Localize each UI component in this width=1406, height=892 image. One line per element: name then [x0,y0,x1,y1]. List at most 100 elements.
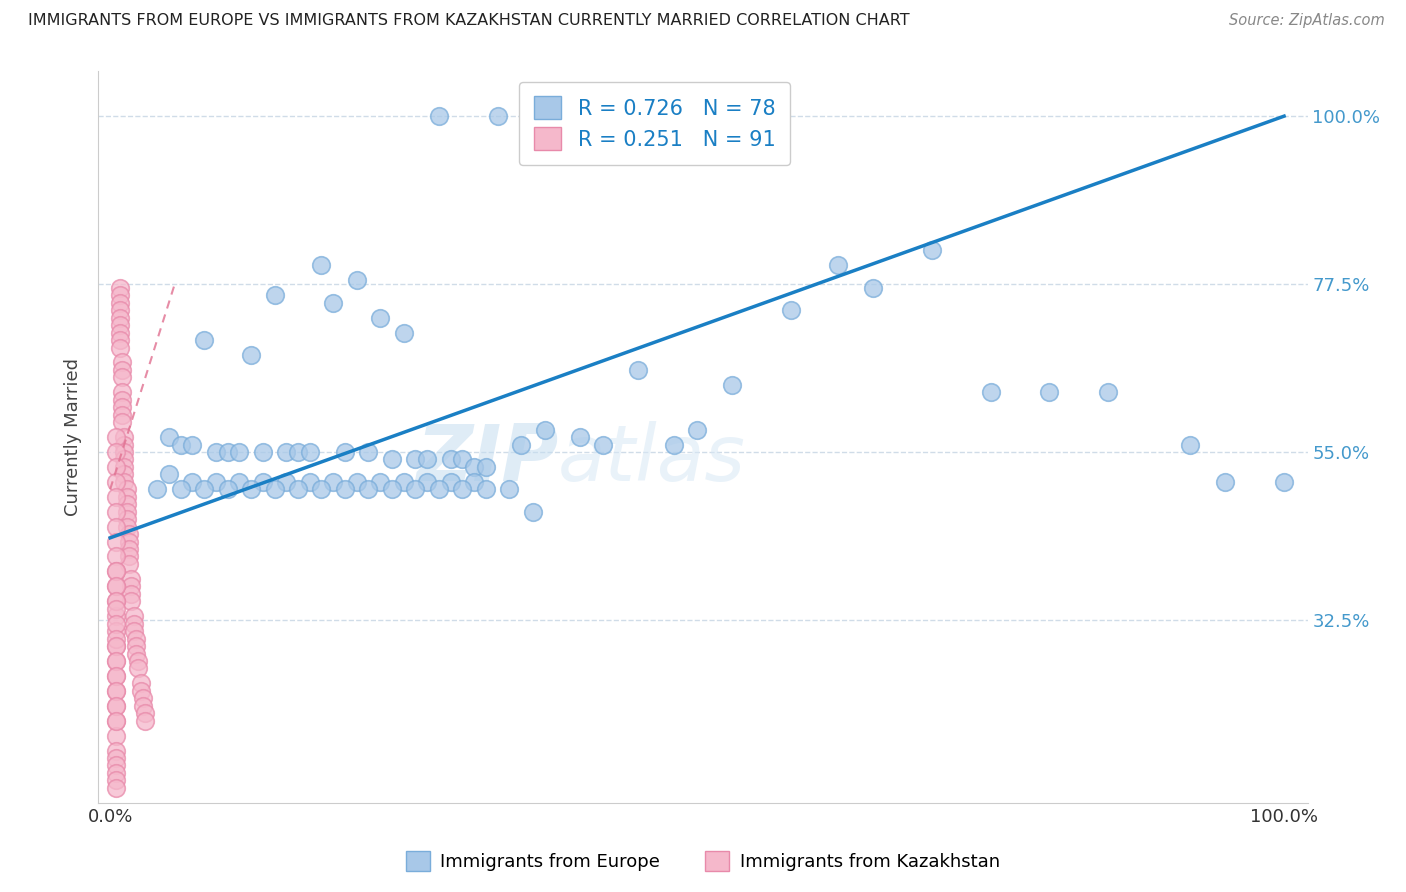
Point [105,459,128,474]
Point [112,475,135,489]
Point [346,475,368,489]
Point [252,445,274,459]
Point [105,639,128,653]
Point [204,445,226,459]
Point [463,459,485,474]
Point [451,452,474,467]
Point [115,505,138,519]
Point [486,109,509,123]
Point [111,355,134,369]
Point [627,363,650,377]
Point [115,497,138,511]
Point [357,483,380,497]
Point [105,565,128,579]
Point [105,594,128,608]
Point [108,318,131,332]
Point [510,437,533,451]
Point [108,341,131,355]
Point [333,483,356,497]
Point [105,519,128,533]
Point [381,452,404,467]
Legend: R = 0.726   N = 78, R = 0.251   N = 91: R = 0.726 N = 78, R = 0.251 N = 91 [519,82,790,165]
Point [111,401,134,415]
Point [105,714,128,728]
Point [105,475,128,489]
Point [108,310,131,325]
Point [228,445,250,459]
Point [105,549,128,564]
Point [122,624,145,639]
Point [125,647,148,661]
Point [568,430,591,444]
Point [357,445,380,459]
Point [125,639,148,653]
Point [404,452,426,467]
Text: IMMIGRANTS FROM EUROPE VS IMMIGRANTS FROM KAZAKHSTAN CURRENTLY MARRIED CORRELATI: IMMIGRANTS FROM EUROPE VS IMMIGRANTS FRO… [28,13,910,29]
Point [105,780,128,795]
Point [193,483,215,497]
Point [127,661,149,675]
Point [533,423,555,437]
Point [105,594,128,608]
Point [111,392,134,407]
Point [228,475,250,489]
Point [105,654,128,668]
Point [498,483,520,497]
Point [311,483,333,497]
Point [115,512,138,526]
Point [193,333,215,347]
Point [311,259,333,273]
Point [427,483,450,497]
Text: ZIP: ZIP [416,421,558,497]
Point [132,691,155,706]
Point [181,475,204,489]
Point [118,534,141,549]
Point [115,483,138,497]
Point [105,639,128,653]
Point [252,475,274,489]
Point [108,295,131,310]
Point [105,579,128,593]
Point [111,385,134,400]
Point [439,475,461,489]
Point [105,669,128,683]
Point [592,437,614,451]
Point [105,758,128,772]
Point [276,475,298,489]
Point [120,579,142,593]
Point [105,579,128,593]
Point [322,295,344,310]
Point [475,459,498,474]
Point [1215,475,1237,489]
Point [404,483,426,497]
Point [105,609,128,624]
Point [392,326,415,340]
Point [276,445,298,459]
Legend: Immigrants from Europe, Immigrants from Kazakhstan: Immigrants from Europe, Immigrants from … [399,844,1007,879]
Point [118,557,141,571]
Text: Source: ZipAtlas.com: Source: ZipAtlas.com [1229,13,1385,29]
Point [368,475,391,489]
Point [181,437,204,451]
Point [392,475,415,489]
Point [127,654,149,668]
Point [217,483,239,497]
Point [105,534,128,549]
Point [862,281,884,295]
Point [115,519,138,533]
Point [169,483,191,497]
Point [129,683,152,698]
Point [204,475,226,489]
Text: atlas: atlas [558,421,745,497]
Point [105,430,128,444]
Point [112,437,135,451]
Point [146,483,169,497]
Point [120,587,142,601]
Point [240,348,263,362]
Point [105,490,128,504]
Point [105,505,128,519]
Point [105,714,128,728]
Point [105,698,128,713]
Point [105,654,128,668]
Point [287,483,309,497]
